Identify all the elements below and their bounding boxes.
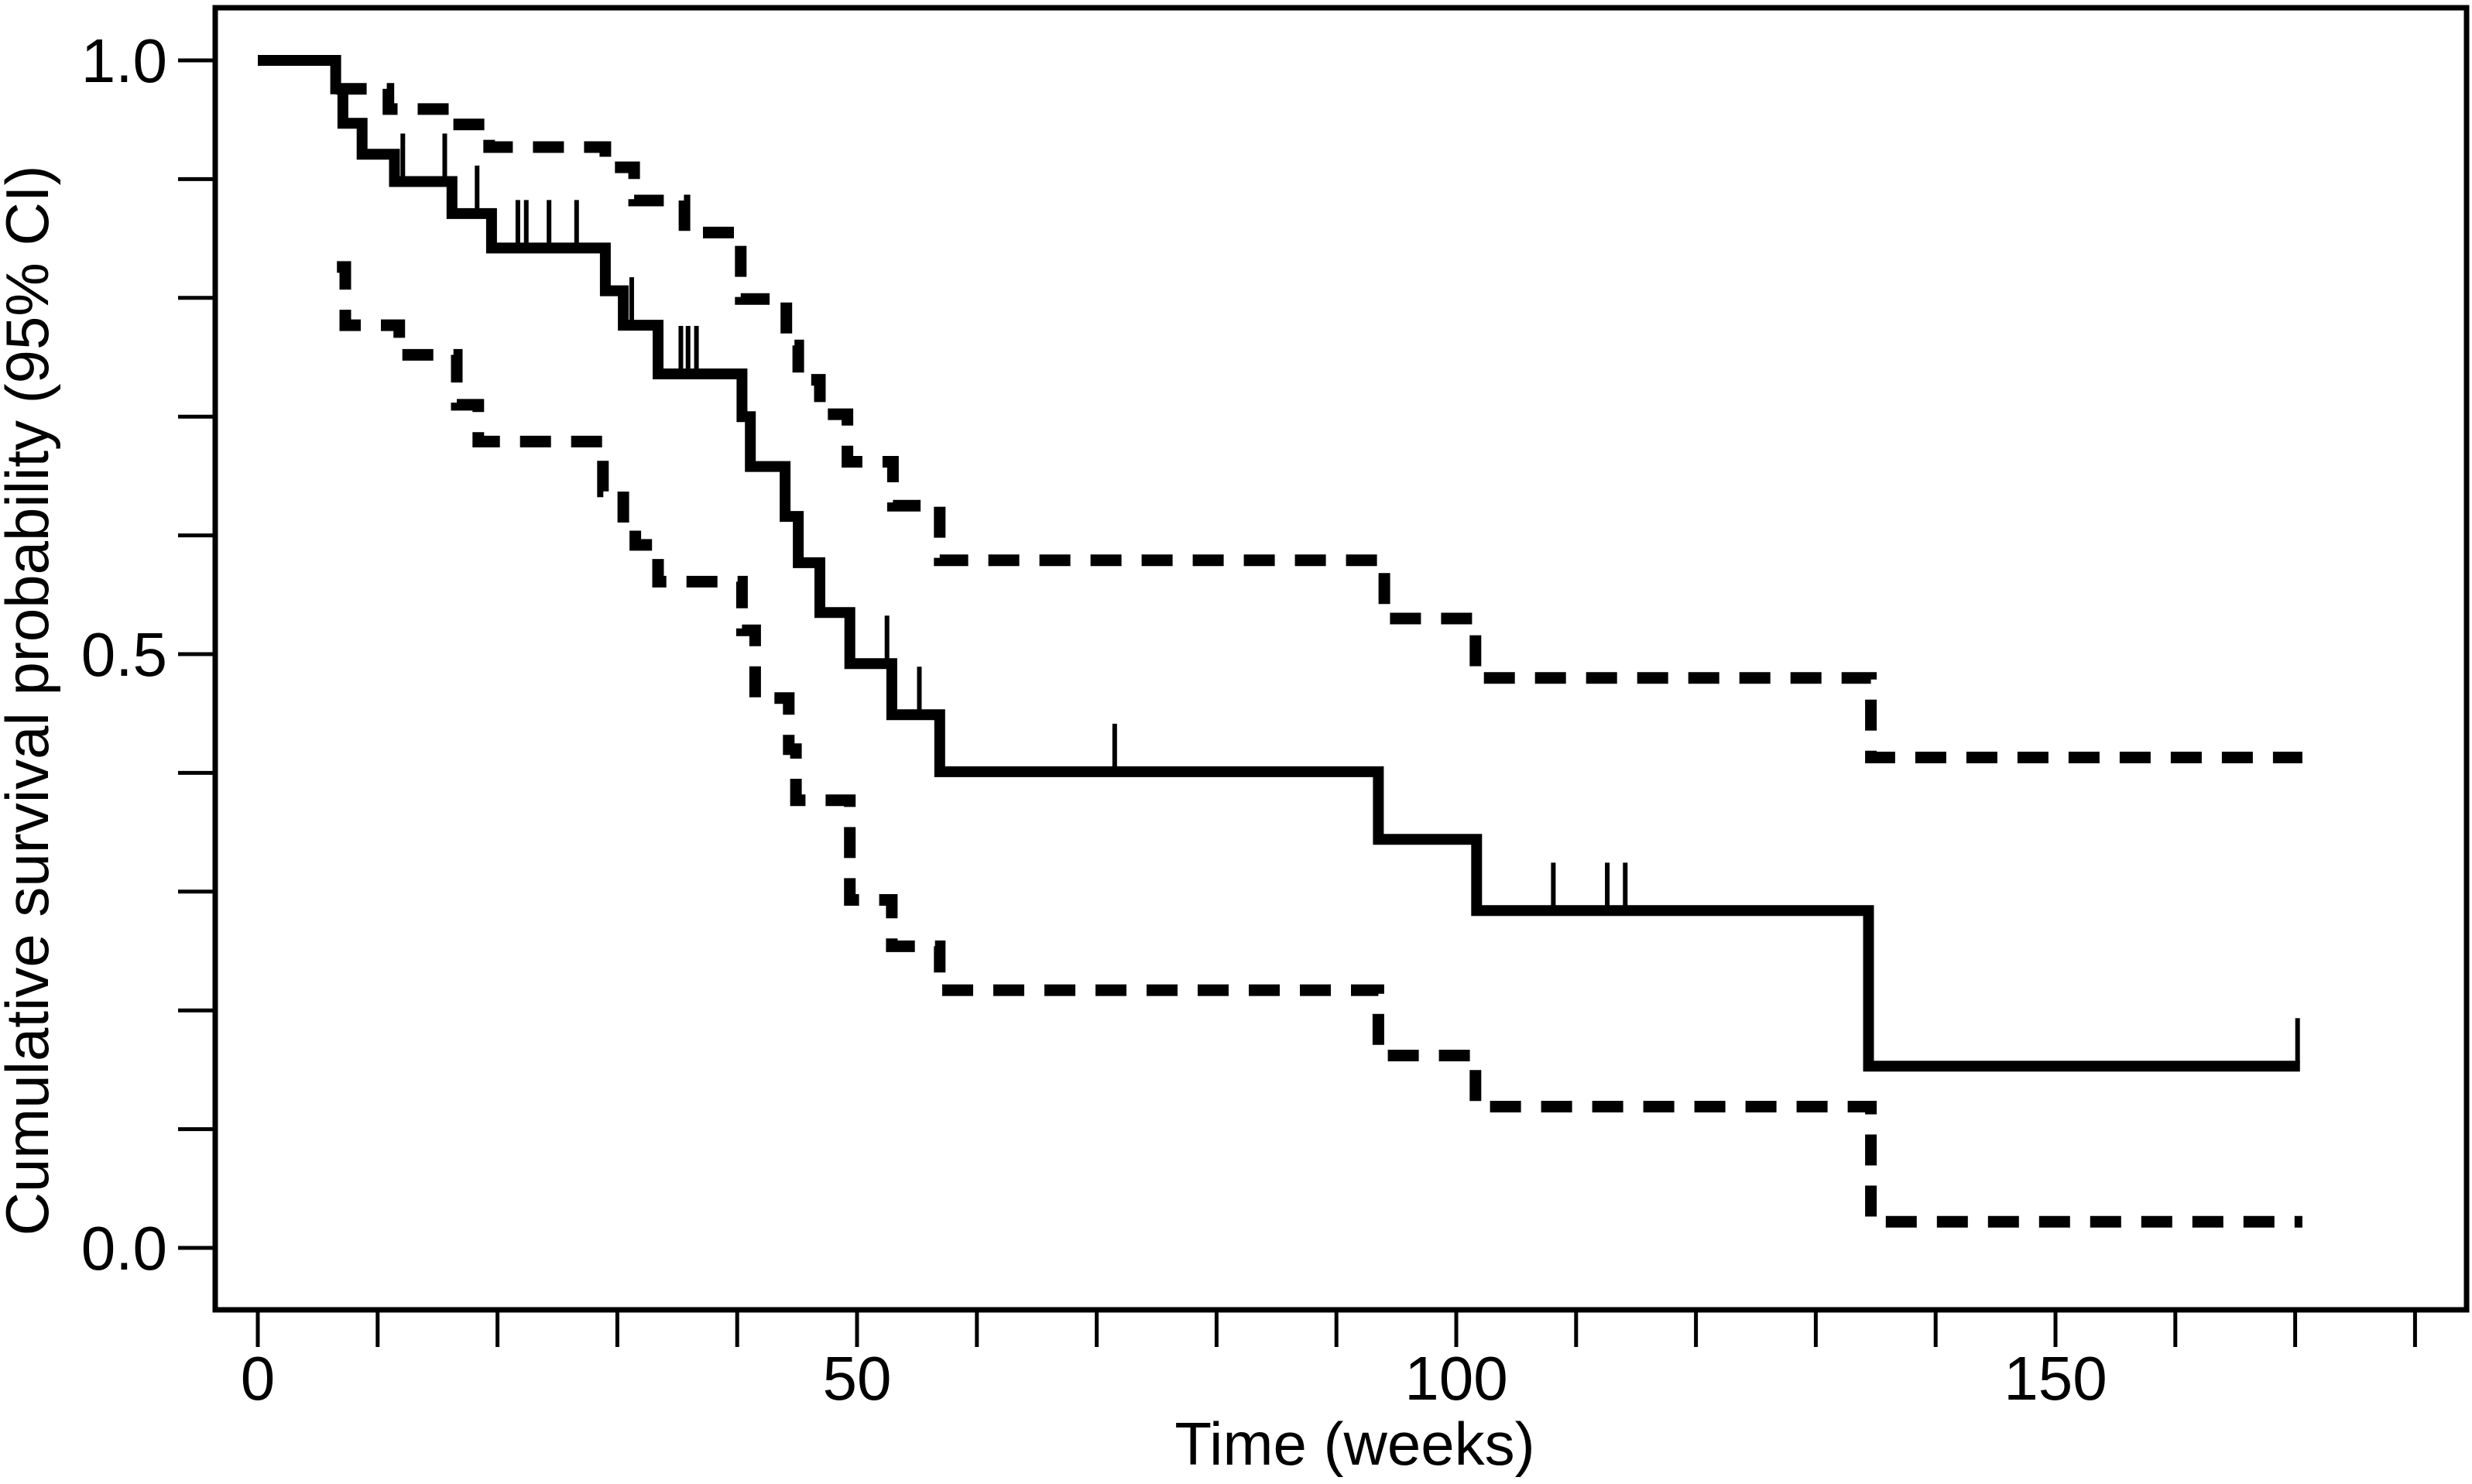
y-axis-title: Cumulative survival probability (95% CI)	[0, 166, 61, 1236]
censor-marks	[400, 133, 2300, 1064]
y-tick-label: 1.0	[81, 26, 167, 95]
x-tick-label: 100	[1404, 1344, 1507, 1413]
x-tick-label: 150	[2004, 1344, 2107, 1413]
ci-lower-curve	[337, 261, 2302, 1228]
y-tick-label: 0.5	[81, 620, 167, 689]
y-tick-label: 0.0	[81, 1214, 167, 1283]
ci-upper-curve	[335, 83, 2302, 763]
x-tick-label: 0	[241, 1344, 276, 1413]
y-axis-tick-labels: 0.0 0.5 1.0	[81, 26, 167, 1283]
x-tick-label: 50	[823, 1344, 892, 1413]
x-axis-ticks	[255, 1310, 2417, 1347]
y-axis-ticks	[178, 58, 215, 1250]
x-axis-title: Time (weeks)	[1174, 1410, 1534, 1478]
plot-border	[212, 5, 2470, 1313]
km-estimate-curve	[258, 55, 2300, 1072]
survival-curves	[258, 55, 2302, 1228]
x-axis-tick-labels: 0 50 100 150	[241, 1344, 2107, 1413]
